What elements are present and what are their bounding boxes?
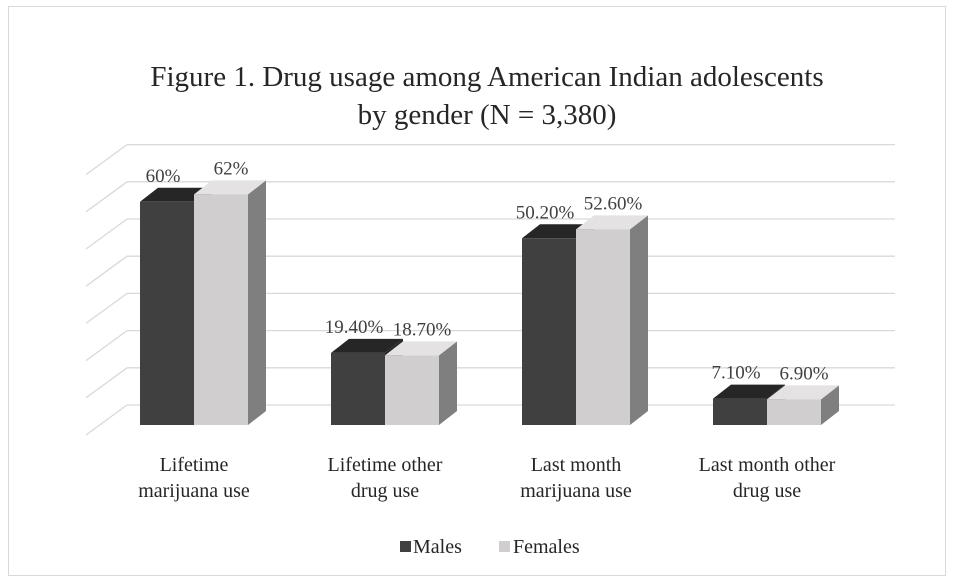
gridline-depth: [85, 218, 128, 250]
bar-front: [713, 398, 767, 425]
bars: [140, 180, 839, 425]
bar-top: [331, 338, 403, 353]
category-label-3-line-0: Last month other: [699, 454, 836, 476]
data-label-males-3: 7.10%: [711, 363, 760, 384]
data-label-females-2: 52.60%: [584, 193, 643, 214]
category-label-1-line-1: drug use: [351, 480, 419, 502]
bar-chart: 60% 62% 19.40% 18.70% 50.20% 52.60% 7.10% 6.90%…: [85, 61, 895, 558]
gridline-depth: [85, 144, 128, 176]
bar-side: [630, 215, 648, 425]
data-labels: 60% 62% 19.40% 18.70% 50.20% 52.60% 7.10% 6.90%: [146, 158, 829, 384]
bar-top: [576, 215, 648, 230]
chart-area: 60% 62% 19.40% 18.70% 50.20% 52.60% 7.10% 6.90%…: [8, 6, 946, 576]
gridline-depth: [85, 367, 128, 399]
bar-front: [385, 355, 439, 425]
bar-top: [385, 341, 457, 356]
data-label-males-1: 19.40%: [325, 317, 384, 338]
category-label-2-line-0: Last month: [531, 454, 622, 476]
gridline-depth: [85, 181, 128, 213]
bar-top: [713, 384, 785, 399]
data-label-females-1: 18.70%: [393, 319, 452, 340]
category-labels: Lifetime marijuana use Lifetime other drug …: [138, 454, 835, 502]
chart-title-line-1: Figure 1. Drug usage among American Indi…: [150, 61, 823, 93]
legend-item-males: Males: [400, 536, 462, 558]
legend-label: Females: [513, 536, 580, 558]
bar-top: [194, 180, 266, 195]
bar-front: [767, 399, 821, 425]
bar-side: [248, 180, 266, 425]
bar-front: [522, 238, 576, 425]
gridline-depth: [85, 330, 128, 362]
data-label-females-3: 6.90%: [779, 363, 828, 384]
category-label-1-line-0: Lifetime other: [328, 454, 443, 476]
gridline-depth: [85, 292, 128, 324]
bar-side: [821, 385, 839, 425]
data-label-males-0: 60%: [146, 166, 181, 187]
legend-item-females: Females: [499, 536, 580, 558]
category-label-0-line-1: marijuana use: [138, 480, 250, 502]
category-label-0-line-0: Lifetime: [160, 454, 229, 476]
legend-swatch: [499, 541, 510, 552]
legend-label: Males: [413, 536, 462, 558]
gridline-depth: [85, 255, 128, 287]
category-label-2-line-1: marijuana use: [520, 480, 632, 502]
bar-front: [140, 201, 194, 425]
bar-females-3: [767, 385, 839, 425]
bar-front: [331, 352, 385, 425]
bar-front: [576, 229, 630, 425]
bar-side: [439, 341, 457, 425]
legend: Males Females: [400, 536, 580, 558]
bar-front: [194, 194, 248, 425]
legend-swatch: [400, 541, 411, 552]
chart-title-line-2: by gender (N = 3,380): [358, 99, 617, 131]
bar-females-0: [194, 180, 266, 425]
category-label-3-line-1: drug use: [733, 480, 801, 502]
data-label-females-0: 62%: [214, 158, 249, 179]
bar-females-1: [385, 341, 457, 425]
bar-females-2: [576, 215, 648, 425]
gridline-depth: [85, 404, 128, 436]
bar-top: [767, 385, 839, 400]
data-label-males-2: 50.20%: [516, 202, 575, 223]
